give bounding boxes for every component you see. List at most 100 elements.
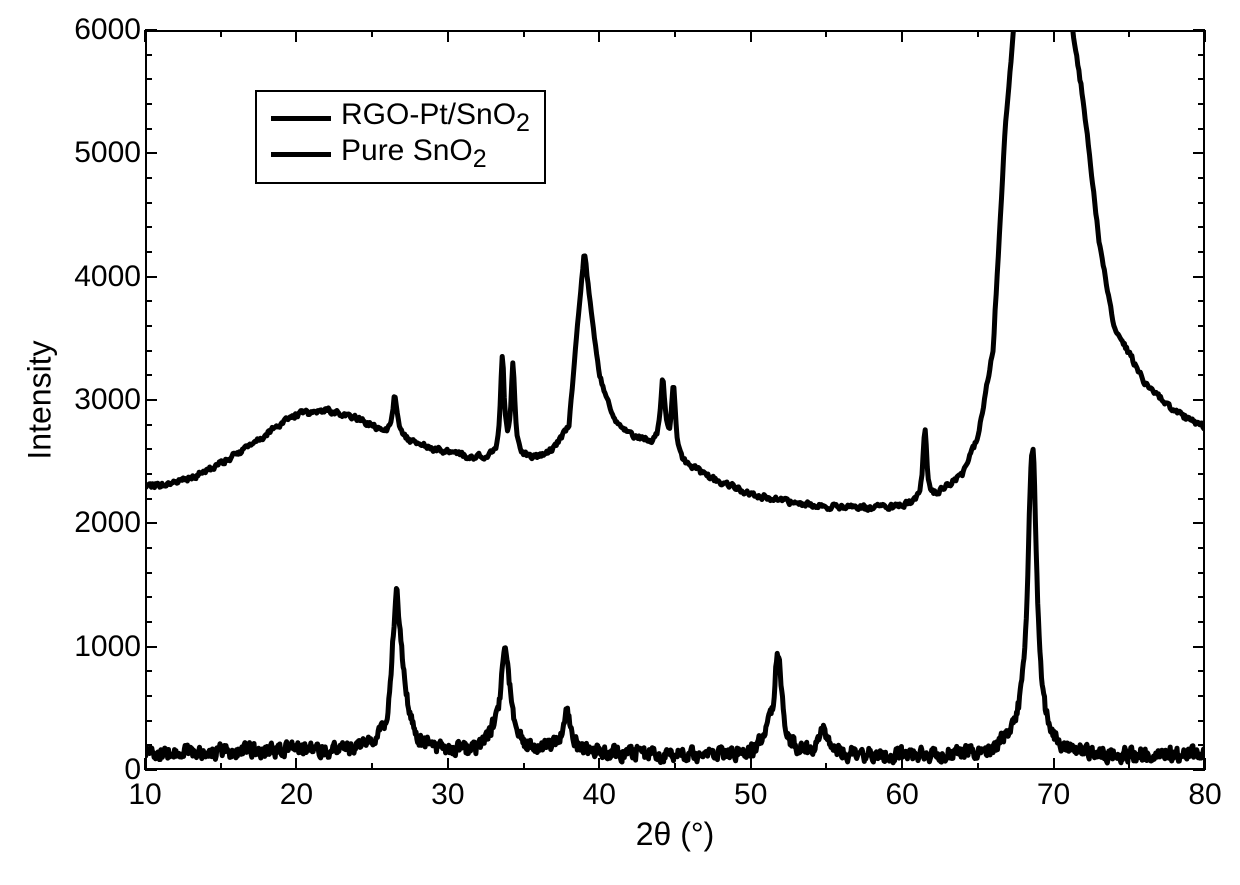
- x-tick-top: [447, 30, 449, 42]
- y-tick-right: [1193, 29, 1205, 31]
- y-tick: [145, 29, 157, 31]
- y-minor-tick: [145, 325, 152, 327]
- y-minor-tick: [145, 424, 152, 426]
- y-minor-tick-right: [1198, 670, 1205, 672]
- x-tick-label: 70: [1037, 778, 1070, 812]
- legend-swatch: [271, 152, 331, 157]
- y-minor-tick: [145, 572, 152, 574]
- x-tick-top: [1204, 30, 1206, 42]
- y-minor-tick-right: [1198, 621, 1205, 623]
- y-minor-tick: [145, 695, 152, 697]
- series-pure-sno2: [145, 449, 1205, 763]
- x-minor-tick: [1128, 763, 1130, 770]
- y-tick-right: [1193, 399, 1205, 401]
- x-minor-tick-top: [371, 30, 373, 37]
- x-tick: [1053, 758, 1055, 770]
- y-minor-tick: [145, 621, 152, 623]
- y-tick-label: 6000: [69, 13, 141, 47]
- x-tick: [750, 758, 752, 770]
- y-minor-tick-right: [1198, 226, 1205, 228]
- y-tick: [145, 522, 157, 524]
- y-tick-right: [1193, 276, 1205, 278]
- y-minor-tick: [145, 54, 152, 56]
- x-tick-label: 80: [1188, 778, 1221, 812]
- series-rgo-pt-sno2: [145, 0, 1205, 510]
- y-minor-tick-right: [1198, 78, 1205, 80]
- y-minor-tick-right: [1198, 744, 1205, 746]
- x-minor-tick-top: [977, 30, 979, 37]
- figure: RGO-Pt/SnO2Pure SnO2 Intensity 2θ (°) 10…: [0, 0, 1240, 885]
- y-minor-tick-right: [1198, 374, 1205, 376]
- x-minor-tick-top: [825, 30, 827, 37]
- y-tick-right: [1193, 646, 1205, 648]
- x-tick-top: [901, 30, 903, 42]
- y-minor-tick-right: [1198, 695, 1205, 697]
- y-minor-tick: [145, 202, 152, 204]
- x-minor-tick-top: [1128, 30, 1130, 37]
- y-minor-tick: [145, 498, 152, 500]
- y-minor-tick: [145, 473, 152, 475]
- y-minor-tick-right: [1198, 448, 1205, 450]
- y-minor-tick: [145, 670, 152, 672]
- y-tick: [145, 769, 157, 771]
- y-minor-tick-right: [1198, 103, 1205, 105]
- y-minor-tick: [145, 720, 152, 722]
- legend-label: RGO-Pt/SnO2: [341, 98, 530, 138]
- y-minor-tick-right: [1198, 473, 1205, 475]
- legend: RGO-Pt/SnO2Pure SnO2: [255, 90, 546, 184]
- y-minor-tick-right: [1198, 350, 1205, 352]
- x-tick: [598, 758, 600, 770]
- y-minor-tick-right: [1198, 128, 1205, 130]
- y-minor-tick-right: [1198, 572, 1205, 574]
- y-axis-label: Intensity: [22, 340, 59, 459]
- x-tick-top: [750, 30, 752, 42]
- y-minor-tick: [145, 596, 152, 598]
- x-minor-tick-top: [674, 30, 676, 37]
- y-tick: [145, 646, 157, 648]
- legend-item: Pure SnO2: [271, 136, 530, 172]
- x-tick-label: 40: [583, 778, 616, 812]
- legend-swatch: [271, 116, 331, 121]
- x-tick-label: 60: [885, 778, 918, 812]
- y-tick-right: [1193, 152, 1205, 154]
- y-minor-tick-right: [1198, 325, 1205, 327]
- y-minor-tick: [145, 251, 152, 253]
- y-minor-tick: [145, 448, 152, 450]
- y-tick-label: 1000: [69, 630, 141, 664]
- x-tick-top: [295, 30, 297, 42]
- xrd-traces-svg: [0, 0, 1240, 885]
- y-minor-tick: [145, 547, 152, 549]
- y-minor-tick: [145, 103, 152, 105]
- y-minor-tick: [145, 226, 152, 228]
- x-tick: [447, 758, 449, 770]
- y-tick-label: 0: [117, 753, 141, 787]
- x-minor-tick: [220, 763, 222, 770]
- x-minor-tick: [977, 763, 979, 770]
- x-minor-tick-top: [523, 30, 525, 37]
- y-minor-tick-right: [1198, 424, 1205, 426]
- y-minor-tick: [145, 177, 152, 179]
- y-tick: [145, 152, 157, 154]
- x-tick: [295, 758, 297, 770]
- x-tick-top: [1053, 30, 1055, 42]
- y-minor-tick: [145, 744, 152, 746]
- y-minor-tick-right: [1198, 720, 1205, 722]
- x-minor-tick: [825, 763, 827, 770]
- y-minor-tick-right: [1198, 54, 1205, 56]
- x-minor-tick: [523, 763, 525, 770]
- y-tick-right: [1193, 522, 1205, 524]
- y-tick-label: 4000: [69, 260, 141, 294]
- y-minor-tick: [145, 350, 152, 352]
- x-axis-label: 2θ (°): [636, 816, 715, 853]
- x-minor-tick: [371, 763, 373, 770]
- y-minor-tick-right: [1198, 202, 1205, 204]
- y-tick-label: 5000: [69, 136, 141, 170]
- y-minor-tick-right: [1198, 596, 1205, 598]
- x-tick-label: 50: [734, 778, 767, 812]
- y-tick-label: 3000: [69, 383, 141, 417]
- legend-label: Pure SnO2: [341, 134, 487, 174]
- y-tick-label: 2000: [69, 506, 141, 540]
- legend-item: RGO-Pt/SnO2: [271, 100, 530, 136]
- y-tick: [145, 276, 157, 278]
- y-tick-right: [1193, 769, 1205, 771]
